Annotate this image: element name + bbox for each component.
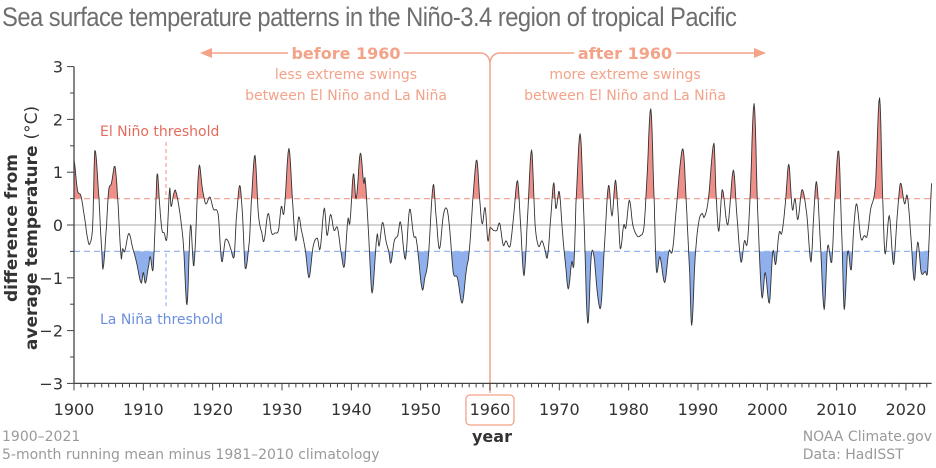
before-1960-heading: before 1960 [291, 44, 400, 63]
left-arrow-icon [200, 48, 212, 58]
footer-right: NOAA Climate.gov Data: HadISST [803, 428, 932, 464]
y-tick-label: 3 [53, 58, 63, 77]
x-tick-label: 1930 [262, 400, 303, 419]
period-annotations: before 1960 less extreme swings between … [200, 44, 766, 393]
highlight-1960-box [465, 394, 515, 426]
y-axis-label-line1: difference from [2, 154, 22, 303]
x-tick-label: 1940 [331, 400, 372, 419]
x-tick-label: 1910 [123, 400, 164, 419]
footer-left: 1900–2021 5-month running mean minus 198… [2, 428, 380, 464]
y-tick-label: 1 [53, 163, 63, 182]
before-1960-line1: less extreme swings [275, 67, 417, 83]
after-1960-heading: after 1960 [578, 44, 672, 63]
x-axis-label: year [472, 427, 512, 446]
la-nina-fill [101, 251, 929, 326]
footer-data-source: Data: HadISST [802, 447, 904, 463]
y-axis-unit: (°C) [22, 105, 42, 140]
footer-method-note: 5-month running mean minus 1981–2010 cli… [2, 447, 380, 463]
x-tick-label: 2000 [747, 400, 788, 419]
x-tick-label: 1980 [608, 400, 649, 419]
y-tick-label: −1 [39, 269, 63, 288]
axes: 3 2 1 0 −1 −2 −3 1900 1910 1920 1930 1940 1950 1960 19… [39, 58, 932, 426]
x-tick-label: 1990 [678, 400, 719, 419]
x-tick-label: 2010 [816, 400, 857, 419]
plot-area [73, 97, 933, 326]
x-tick-label: 1970 [539, 400, 580, 419]
after-1960-line2: between El Niño and La Niña [524, 88, 726, 104]
footer-credit: NOAA Climate.gov [802, 429, 932, 445]
footer-date-range: 1900–2021 [2, 429, 81, 445]
series-line [73, 97, 933, 326]
x-tick-label: 1950 [400, 400, 441, 419]
right-arrow-icon [754, 48, 766, 58]
x-tick-label: 1920 [192, 400, 233, 419]
y-axis-label-line2: average temperature [22, 145, 42, 351]
y-tick-label: 2 [53, 110, 63, 129]
x-tick-label: 1900 [54, 400, 95, 419]
x-tick-label: 1960 [470, 400, 511, 419]
bracket-curve [479, 52, 501, 63]
y-tick-label: −3 [39, 374, 63, 393]
x-tick-label: 2020 [886, 400, 927, 419]
before-1960-line2: between El Niño and La Niña [245, 88, 447, 104]
chart-title: Sea surface temperature patterns in the … [2, 2, 737, 32]
y-tick-label: 0 [53, 216, 63, 235]
el-nino-fill [74, 97, 932, 199]
el-nino-threshold-label: El Niño threshold [100, 124, 219, 140]
y-tick-label: −2 [39, 322, 63, 341]
after-1960-line1: more extreme swings [549, 67, 700, 83]
la-nina-threshold-label: La Niña threshold [100, 312, 223, 328]
